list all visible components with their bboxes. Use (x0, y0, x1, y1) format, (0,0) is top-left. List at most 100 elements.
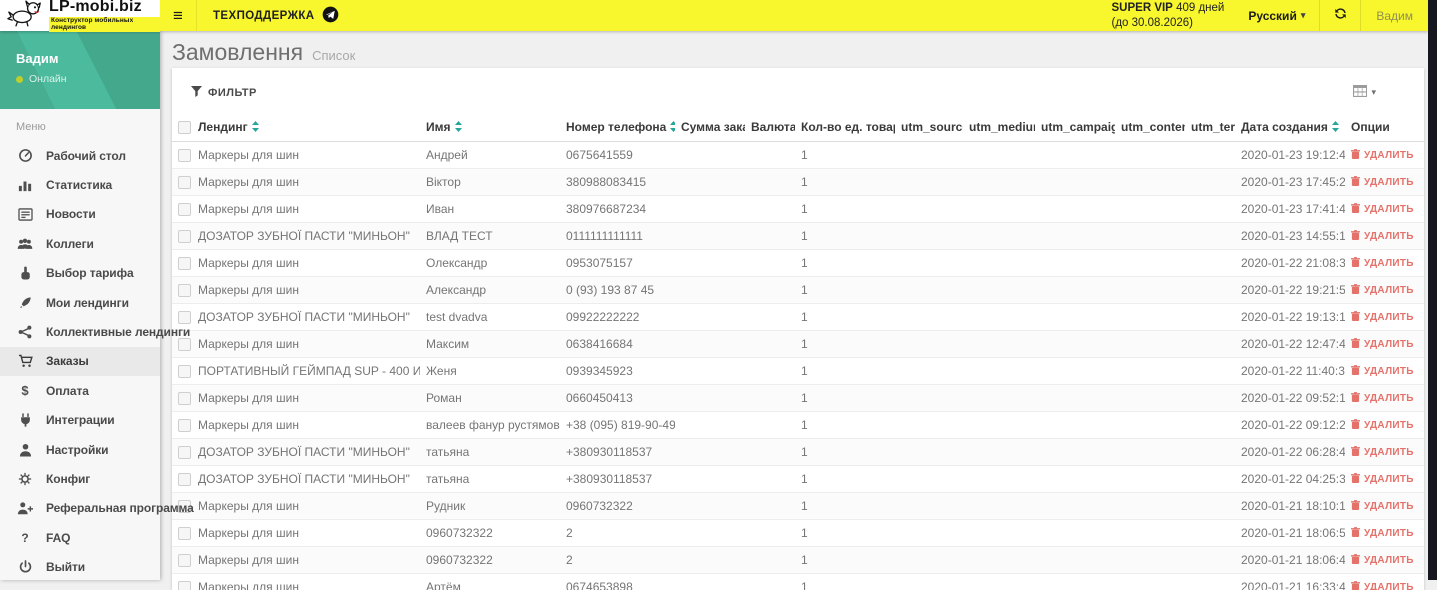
cell-name: Андрей (420, 142, 560, 169)
column-header-landing[interactable]: Лендинг (192, 113, 420, 142)
support-label: ТЕХПОДДЕРЖКА (213, 10, 315, 22)
delete-button[interactable]: УДАЛИТЬ (1351, 230, 1414, 243)
delete-button[interactable]: УДАЛИТЬ (1351, 554, 1414, 567)
delete-button[interactable]: УДАЛИТЬ (1351, 527, 1414, 540)
dashboard-icon (17, 148, 33, 163)
sidebar-item-label: Интеграции (46, 413, 115, 427)
delete-button[interactable]: УДАЛИТЬ (1351, 311, 1414, 324)
topbar-username[interactable]: Вадим (1361, 0, 1428, 31)
delete-button[interactable]: УДАЛИТЬ (1351, 338, 1414, 351)
trash-icon (1351, 149, 1360, 162)
row-checkbox[interactable] (178, 338, 191, 351)
delete-button[interactable]: УДАЛИТЬ (1351, 149, 1414, 162)
cell-utm_medium (963, 574, 1035, 590)
cell-utm_campaign (1035, 493, 1115, 520)
cell-utm_source (895, 439, 963, 466)
sidebar-item-1[interactable]: Статистика (0, 170, 160, 199)
sidebar-item-9[interactable]: Интеграции (0, 406, 160, 435)
column-header-name[interactable]: Имя (420, 113, 560, 142)
cell-utm_source (895, 223, 963, 250)
sidebar-item-0[interactable]: Рабочий стол (0, 141, 160, 170)
row-checkbox[interactable] (178, 527, 191, 540)
cell-qty: 1 (795, 385, 895, 412)
sidebar-item-12[interactable]: Реферальная программа (0, 494, 160, 523)
row-select-cell (172, 412, 192, 439)
language-selector[interactable]: Русский ▾ (1234, 0, 1319, 31)
sidebar-item-4[interactable]: Выбор тарифа (0, 259, 160, 288)
row-checkbox[interactable] (178, 176, 191, 189)
trash-icon (1351, 500, 1360, 513)
cell-options: УДАЛИТЬ (1345, 331, 1424, 358)
trash-icon (1351, 176, 1360, 189)
sidebar-item-3[interactable]: Коллеги (0, 229, 160, 258)
column-header-phone[interactable]: Номер телефона (560, 113, 675, 142)
row-checkbox[interactable] (178, 149, 191, 162)
row-select-cell (172, 466, 192, 493)
delete-button[interactable]: УДАЛИТЬ (1351, 392, 1414, 405)
row-checkbox[interactable] (178, 365, 191, 378)
select-all-checkbox[interactable] (178, 121, 191, 134)
sidebar-item-14[interactable]: Выйти (0, 552, 160, 581)
row-checkbox[interactable] (178, 581, 191, 590)
row-checkbox[interactable] (178, 392, 191, 405)
column-header-utm_medium: utm_medium (963, 113, 1035, 142)
delete-button[interactable]: УДАЛИТЬ (1351, 473, 1414, 486)
cell-created: 2020-01-22 09:12:28 (1235, 412, 1345, 439)
cell-landing: Маркеры для шин (192, 142, 420, 169)
menu-section-label: Меню (0, 109, 160, 141)
column-visibility-button[interactable]: ▾ (1353, 85, 1376, 100)
trash-icon (1351, 257, 1360, 270)
cell-order_sum (675, 223, 745, 250)
row-checkbox[interactable] (178, 230, 191, 243)
cell-utm_content (1115, 223, 1185, 250)
plan-days: 409 дней (1176, 2, 1224, 14)
delete-button[interactable]: УДАЛИТЬ (1351, 176, 1414, 189)
cell-name: Рудник (420, 493, 560, 520)
cell-currency (745, 304, 795, 331)
delete-button[interactable]: УДАЛИТЬ (1351, 500, 1414, 513)
cell-order_sum (675, 574, 745, 590)
sidebar-item-13[interactable]: ?FAQ (0, 523, 160, 552)
delete-button[interactable]: УДАЛИТЬ (1351, 284, 1414, 297)
brand-logo[interactable]: LP-mobi.biz Конструктор мобильных лендин… (0, 0, 160, 31)
vertical-scrollbar[interactable] (1428, 0, 1437, 580)
row-checkbox[interactable] (178, 554, 191, 567)
sidebar-item-10[interactable]: Настройки (0, 435, 160, 464)
sidebar-item-11[interactable]: Конфиг (0, 464, 160, 493)
row-checkbox[interactable] (178, 473, 191, 486)
sidebar-item-7[interactable]: Заказы (0, 347, 160, 376)
delete-button[interactable]: УДАЛИТЬ (1351, 257, 1414, 270)
sidebar-item-6[interactable]: Коллективные лендинги (0, 317, 160, 346)
row-checkbox[interactable] (178, 419, 191, 432)
row-checkbox[interactable] (178, 446, 191, 459)
row-checkbox[interactable] (178, 203, 191, 216)
support-button[interactable]: ТЕХПОДДЕРЖКА (196, 0, 355, 31)
sidebar-item-8[interactable]: $Оплата (0, 376, 160, 405)
sidebar-item-2[interactable]: Новости (0, 200, 160, 229)
filter-button[interactable]: ФИЛЬТР (191, 86, 257, 100)
cell-utm_term (1185, 142, 1235, 169)
sidebar-item-5[interactable]: Мои лендинги (0, 288, 160, 317)
cell-utm_term (1185, 385, 1235, 412)
hamburger-menu-icon[interactable]: ≡ (160, 0, 196, 31)
delete-button[interactable]: УДАЛИТЬ (1351, 365, 1414, 378)
delete-button[interactable]: УДАЛИТЬ (1351, 581, 1414, 590)
cell-utm_content (1115, 196, 1185, 223)
row-checkbox[interactable] (178, 311, 191, 324)
cell-qty: 1 (795, 439, 895, 466)
cell-landing: ПОРТАТИВНЫЙ ГЕЙМПАД SUP - 400 ИГР В 1 (192, 358, 420, 385)
refresh-button[interactable] (1319, 0, 1361, 31)
delete-button[interactable]: УДАЛИТЬ (1351, 203, 1414, 216)
cell-currency (745, 493, 795, 520)
cell-order_sum (675, 142, 745, 169)
cell-order_sum (675, 304, 745, 331)
row-checkbox[interactable] (178, 284, 191, 297)
delete-button[interactable]: УДАЛИТЬ (1351, 419, 1414, 432)
column-header-qty: Кол-во ед. товара (795, 113, 895, 142)
cell-utm_content (1115, 304, 1185, 331)
delete-button[interactable]: УДАЛИТЬ (1351, 446, 1414, 459)
column-header-created[interactable]: Дата создания (1235, 113, 1345, 142)
row-checkbox[interactable] (178, 257, 191, 270)
cell-utm_campaign (1035, 412, 1115, 439)
